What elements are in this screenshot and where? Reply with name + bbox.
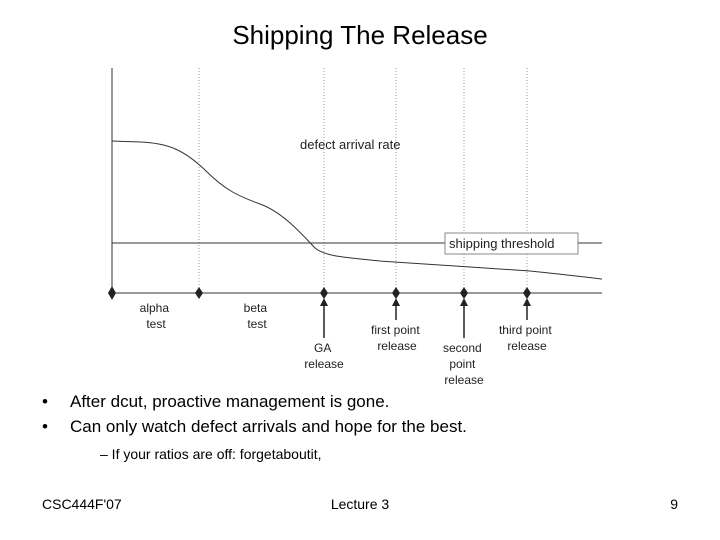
milestone-label-line: test: [146, 317, 166, 331]
milestone-marker: [108, 286, 116, 300]
milestone-marker: [460, 287, 468, 299]
arrowhead: [320, 298, 328, 306]
bullet-marker: •: [42, 392, 48, 411]
milestone-label-second-point-release: second point release: [443, 341, 485, 387]
bullet-text: Can only watch defect arrivals and hope …: [70, 417, 467, 436]
footer-page-number: 9: [670, 496, 678, 512]
milestone-label-line: release: [444, 373, 484, 387]
milestone-label-line: GA: [314, 341, 331, 355]
arrowhead: [523, 298, 531, 306]
milestone-label-beta-test: beta test: [244, 301, 271, 331]
milestone-label-line: second: [443, 341, 482, 355]
sub-bullet: – If your ratios are off: forgetaboutit,: [100, 446, 322, 462]
arrowhead: [460, 298, 468, 306]
milestone-label-ga-release: GA release: [304, 341, 344, 371]
milestone-label-line: alpha: [140, 301, 170, 315]
milestone-marker: [320, 287, 328, 299]
shipping-threshold-label-box: [444, 232, 579, 255]
bullet-text: After dcut, proactive management is gone…: [70, 392, 390, 411]
milestone-markers: [108, 286, 531, 300]
footer-lecture: Lecture 3: [330, 496, 390, 512]
milestone-label-line: test: [247, 317, 267, 331]
milestone-label-third-point-release: third point release: [499, 323, 555, 353]
milestone-label-line: third point: [499, 323, 552, 337]
milestone-marker: [523, 287, 531, 299]
arrowhead: [392, 298, 400, 306]
milestone-label-first-point-release: first point release: [371, 323, 423, 353]
milestone-label-line: release: [377, 339, 417, 353]
shipping-threshold-label: shipping threshold: [449, 236, 555, 251]
milestone-label-line: point: [449, 357, 476, 371]
milestone-label-line: release: [507, 339, 547, 353]
defect-arrival-curve: [111, 140, 603, 280]
milestone-label-line: beta: [244, 301, 268, 315]
slide-title: Shipping The Release: [232, 20, 488, 50]
milestone-marker: [392, 287, 400, 299]
milestone-label-line: first point: [371, 323, 420, 337]
milestone-marker: [195, 287, 203, 299]
milestone-guides: [198, 68, 528, 294]
footer-course: CSC444F'07: [42, 496, 122, 512]
milestone-label-line: release: [304, 357, 344, 371]
release-arrows: [320, 298, 531, 338]
bullet-marker: •: [42, 417, 48, 436]
defect-arrival-rate-label: defect arrival rate: [300, 137, 400, 152]
milestone-label-alpha-test: alpha test: [140, 301, 173, 331]
